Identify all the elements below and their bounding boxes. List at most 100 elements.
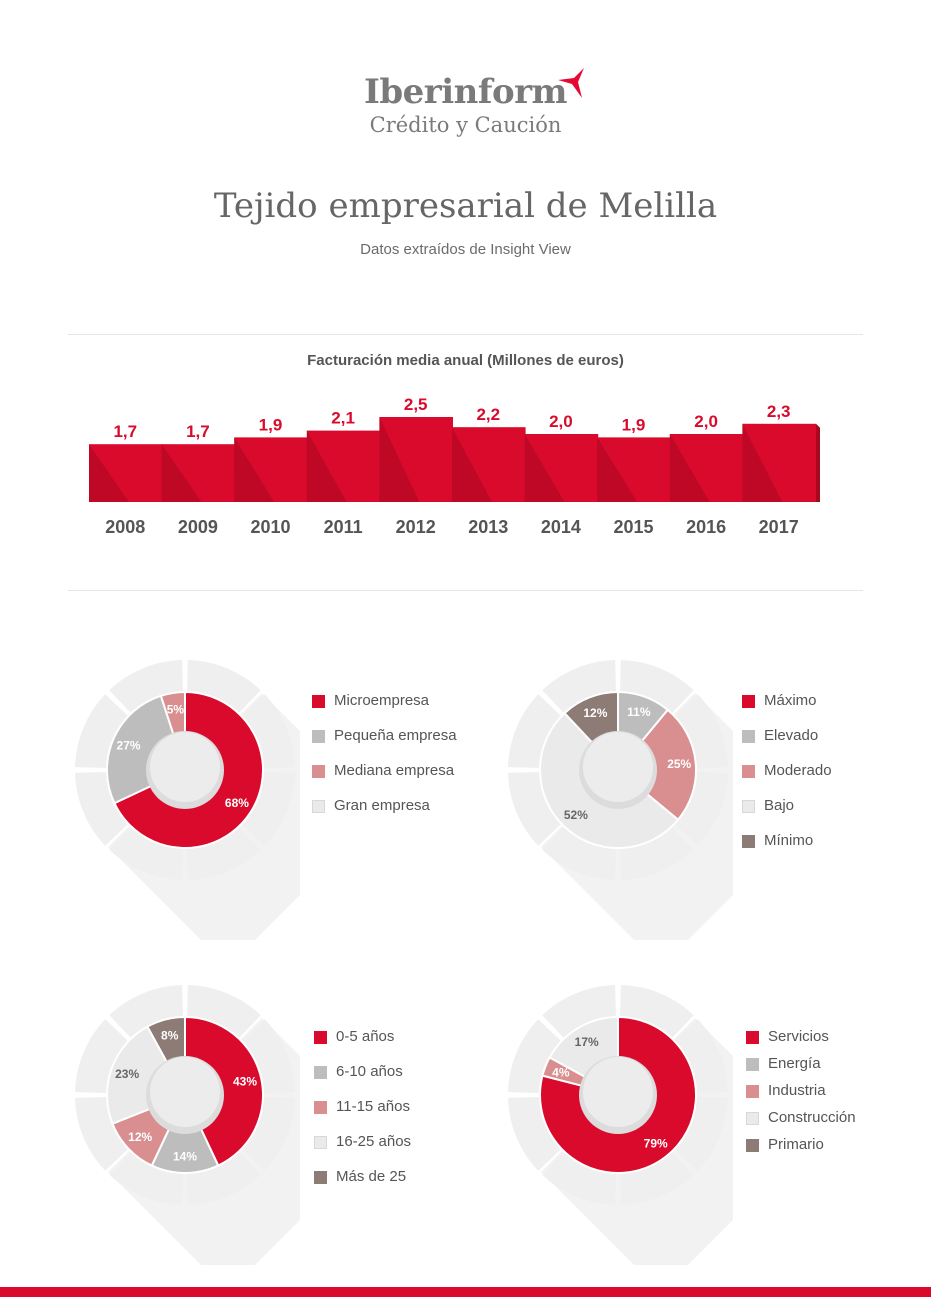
donut-hole — [150, 732, 220, 802]
divider — [68, 334, 863, 335]
donut-chart-sector: 79% 4% 17% — [508, 985, 733, 1265]
bar-2009: 1,7 2009 — [161, 422, 236, 537]
legend-swatch — [742, 765, 755, 778]
legend-label: 0-5 años — [336, 1028, 395, 1045]
slice-label: 25% — [667, 757, 691, 771]
outer-ring-segment — [542, 660, 616, 714]
bar-2011: 2,1 2011 — [306, 409, 381, 537]
slice-label: 14% — [173, 1150, 197, 1164]
bar-shadow — [306, 430, 347, 502]
bar-2014: 2,0 2014 — [524, 412, 599, 537]
bar-category-label: 2016 — [686, 517, 726, 537]
page-title: Tejido empresarial de Melilla — [213, 186, 718, 226]
bar-2016: 2,0 2016 — [669, 412, 744, 537]
outer-ring-segment — [620, 985, 694, 1039]
outer-ring-segment — [109, 985, 183, 1039]
bar-rect — [452, 427, 526, 502]
outer-ring-segment — [75, 772, 129, 846]
outer-ring-segment — [187, 660, 261, 714]
outer-ring-segment — [674, 1097, 728, 1171]
outer-ring-segment — [542, 826, 616, 880]
slice-label: 12% — [583, 706, 607, 720]
bar-2013: 2,2 2013 — [452, 405, 526, 537]
legend-swatch — [742, 835, 755, 848]
legend-swatch — [746, 1112, 759, 1125]
legend-swatch — [314, 1171, 327, 1184]
bar-chart-title: Facturación media anual (Millones de eur… — [307, 352, 624, 369]
outer-ring-segment — [674, 772, 728, 846]
legend-swatch — [314, 1066, 327, 1079]
legend-swatch — [746, 1058, 759, 1071]
bar-value-label: 2,1 — [331, 409, 355, 428]
donut-chart-company-age: 43% 14% 12% 23% 8% — [75, 985, 300, 1265]
bar-chart: 1,7 2008 1,7 2009 1,9 2010 2,1 2011 2,5 2012 2,2 20… — [89, 395, 820, 537]
legend-label: Mínimo — [764, 832, 814, 849]
slice-label: 43% — [233, 1075, 257, 1089]
outer-ring-segment — [674, 1019, 728, 1093]
bar-side-face — [816, 423, 820, 502]
legend-label: Microempresa — [334, 692, 430, 709]
bar-value-label: 1,7 — [186, 422, 210, 441]
legend-swatch — [746, 1139, 759, 1152]
bar-value-label: 2,3 — [767, 402, 791, 421]
page-subtitle: Datos extraídos de Insight View — [360, 241, 571, 258]
outer-ring-segment — [508, 1097, 562, 1171]
legend-swatch — [314, 1101, 327, 1114]
legend-label: Primario — [768, 1136, 824, 1153]
legend-label: 6-10 años — [336, 1063, 403, 1080]
bar-shadow — [452, 427, 492, 502]
legend-swatch — [312, 765, 325, 778]
legend-swatch — [746, 1031, 759, 1044]
bar-category-label: 2017 — [759, 517, 799, 537]
legend-label: 16-25 años — [336, 1133, 412, 1150]
outer-ring-segment — [620, 826, 694, 880]
bar-value-label: 1,7 — [113, 422, 137, 441]
bar-rect — [742, 423, 816, 502]
outer-ring-segment — [75, 1019, 129, 1093]
bar-shadow — [669, 434, 710, 502]
legend-label: Energía — [768, 1055, 821, 1072]
bar-2015: 1,9 2015 — [597, 415, 671, 537]
bar-rect — [669, 434, 744, 502]
footer-bar — [0, 1287, 931, 1297]
slice-label: 68% — [225, 796, 249, 810]
outer-ring-segment — [542, 985, 616, 1039]
slice-label: 11% — [627, 705, 651, 719]
donut-chart-risk: 11% 25% 52% 12% — [508, 660, 733, 940]
slice-label: 79% — [644, 1137, 668, 1151]
outer-ring-segment — [241, 1097, 295, 1171]
legend-label: Construcción — [768, 1109, 856, 1126]
outer-ring-segment — [187, 1151, 261, 1205]
bar-rect — [379, 417, 453, 502]
slice-label: 17% — [575, 1035, 599, 1049]
legend-label: 11-15 años — [336, 1098, 410, 1115]
outer-ring-segment — [620, 660, 694, 714]
outer-ring-segment — [187, 826, 261, 880]
outer-ring-segment — [109, 660, 183, 714]
donut-hole — [583, 732, 653, 802]
outer-ring-segment — [542, 1151, 616, 1205]
outer-ring-segment — [109, 826, 183, 880]
bar-2012: 2,5 2012 — [379, 395, 453, 537]
bar-value-label: 1,9 — [259, 415, 283, 434]
legend-label: Servicios — [768, 1028, 829, 1045]
donut-hole — [583, 1057, 653, 1127]
outer-ring-segment — [508, 772, 562, 846]
donut-chart-company-size: 68% 27% 5% — [75, 660, 300, 940]
bar-2017: 2,3 2017 — [742, 402, 816, 537]
slice-label: 8% — [161, 1028, 179, 1042]
bar-shadow — [742, 423, 783, 502]
outer-ring-segment — [674, 694, 728, 768]
bar-category-label: 2015 — [613, 517, 653, 537]
legend-swatch — [742, 695, 755, 708]
legend-swatch — [312, 800, 325, 813]
divider — [68, 590, 863, 591]
bar-2010: 1,9 2010 — [234, 415, 308, 537]
slice-label: 52% — [564, 808, 588, 822]
bar-category-label: 2008 — [105, 517, 145, 537]
legend-swatch — [742, 800, 755, 813]
logo-name: Iberinform — [363, 72, 568, 112]
legend-label: Mediana empresa — [334, 762, 455, 779]
outer-ring-segment — [75, 694, 129, 768]
slice-label: 5% — [167, 702, 185, 716]
